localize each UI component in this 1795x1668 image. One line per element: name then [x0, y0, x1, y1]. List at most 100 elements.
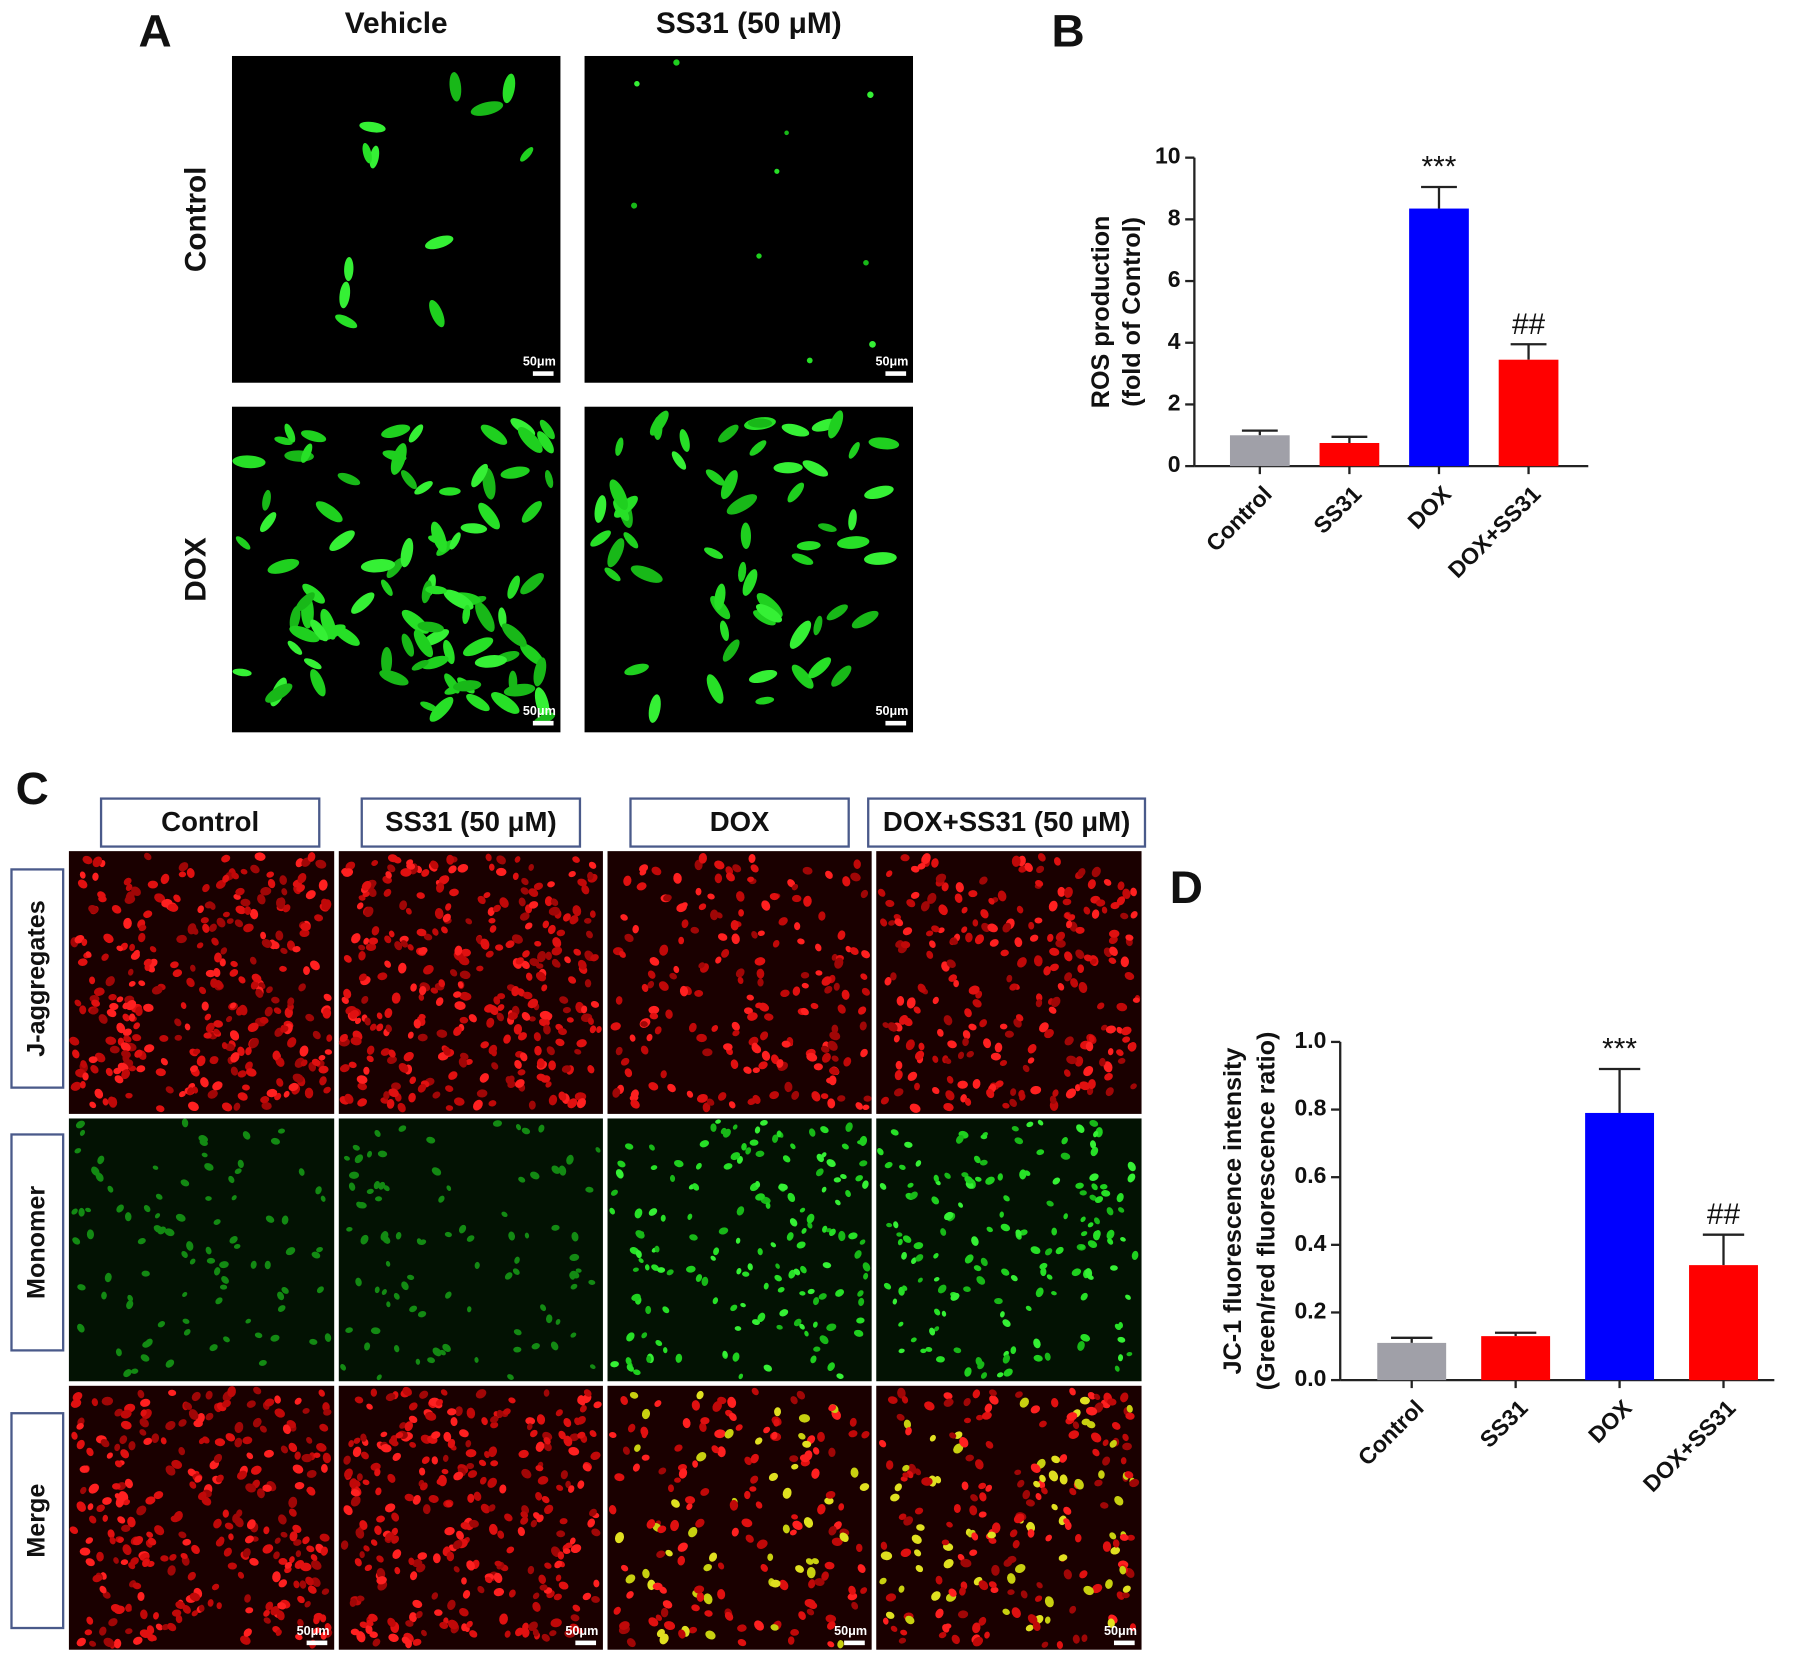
cell: [1066, 920, 1073, 929]
cell: [896, 996, 905, 1006]
cell: [229, 969, 239, 977]
cell: [1077, 964, 1085, 973]
cell: [362, 142, 372, 164]
cell: [689, 1234, 698, 1241]
cell: [617, 1160, 626, 1168]
cell: [408, 1092, 416, 1103]
cell: [184, 1023, 191, 1031]
cell: [380, 1048, 391, 1056]
cell: [808, 1128, 816, 1137]
cell: [831, 1055, 839, 1062]
cell: [594, 495, 607, 523]
cell: [478, 502, 500, 530]
cell: [502, 73, 516, 104]
cell: [418, 1013, 426, 1020]
cell: [541, 1496, 550, 1504]
cell: [295, 592, 315, 612]
cell: [614, 1532, 625, 1544]
cell: [946, 1075, 954, 1084]
cell: [848, 1585, 856, 1595]
cell: [559, 996, 569, 1004]
cell: [932, 1087, 940, 1095]
cell: [776, 1059, 784, 1068]
cell: [758, 1061, 768, 1070]
cell: [319, 1533, 330, 1542]
cell: [944, 1172, 951, 1179]
cell: [948, 974, 958, 982]
cell: [307, 1585, 317, 1594]
cell: [679, 985, 689, 997]
cell: [1040, 1267, 1047, 1277]
cell: [732, 1029, 740, 1037]
cell: [768, 1472, 778, 1481]
cell: [364, 1342, 371, 1351]
cell: [218, 1536, 225, 1545]
cell: [641, 1408, 651, 1420]
cell: [718, 1227, 729, 1235]
cell: [499, 897, 509, 908]
cell: [1094, 1196, 1104, 1204]
cell: [176, 934, 187, 944]
cell: [152, 1165, 159, 1170]
cell: [827, 1098, 836, 1109]
cell: [735, 1424, 743, 1431]
cell: [259, 1016, 269, 1024]
bar: [1498, 359, 1559, 467]
cell: [265, 683, 293, 703]
cell: [861, 987, 870, 996]
cell: [790, 1143, 796, 1150]
cell: [760, 1119, 768, 1126]
cell: [528, 1016, 536, 1022]
cell: [818, 523, 837, 532]
cell: [415, 1358, 421, 1365]
cell: [180, 1002, 187, 1010]
cell: [207, 1599, 214, 1607]
cell: [658, 981, 669, 991]
cell: [1109, 946, 1118, 956]
cell: [374, 1129, 381, 1137]
cell: [810, 1002, 819, 1010]
cell: [756, 968, 765, 979]
cell: [263, 1526, 270, 1535]
cell: [417, 1083, 427, 1093]
cell: [1090, 1146, 1099, 1157]
cell: [545, 1314, 553, 1324]
cell: [826, 1159, 836, 1168]
cell: [87, 1503, 94, 1511]
cell: [468, 1519, 479, 1528]
cell: [460, 1521, 471, 1530]
cell: [538, 1574, 547, 1584]
column-label: SS31 (50 μM): [656, 7, 842, 40]
cell: [359, 121, 386, 133]
cell: [751, 1044, 762, 1054]
cell: [191, 1391, 201, 1402]
cell: [435, 997, 444, 1006]
cell: [430, 860, 439, 870]
cell: [376, 1012, 383, 1020]
cell: [346, 1226, 353, 1232]
cell: [408, 1402, 418, 1411]
cell: [358, 944, 366, 951]
cell: [584, 979, 592, 988]
cell: [537, 1476, 549, 1485]
y-tick-label: 10: [1155, 143, 1181, 169]
column-box: [360, 797, 582, 848]
cell: [821, 1571, 829, 1581]
cell: [798, 1432, 806, 1440]
cell: [178, 1446, 186, 1456]
cell: [260, 512, 277, 533]
cell: [714, 873, 723, 884]
cell: [200, 917, 209, 924]
cell: [862, 1262, 871, 1272]
cell: [718, 424, 739, 443]
cell: [793, 1318, 802, 1327]
cell: [1034, 917, 1043, 924]
cell: [556, 1484, 564, 1491]
cell: [751, 1387, 759, 1396]
cell: [447, 1599, 456, 1610]
cell: [234, 1421, 244, 1434]
cell: [368, 937, 379, 945]
cell: [898, 1321, 904, 1327]
cell: [297, 1595, 305, 1604]
cell: [394, 1567, 401, 1575]
